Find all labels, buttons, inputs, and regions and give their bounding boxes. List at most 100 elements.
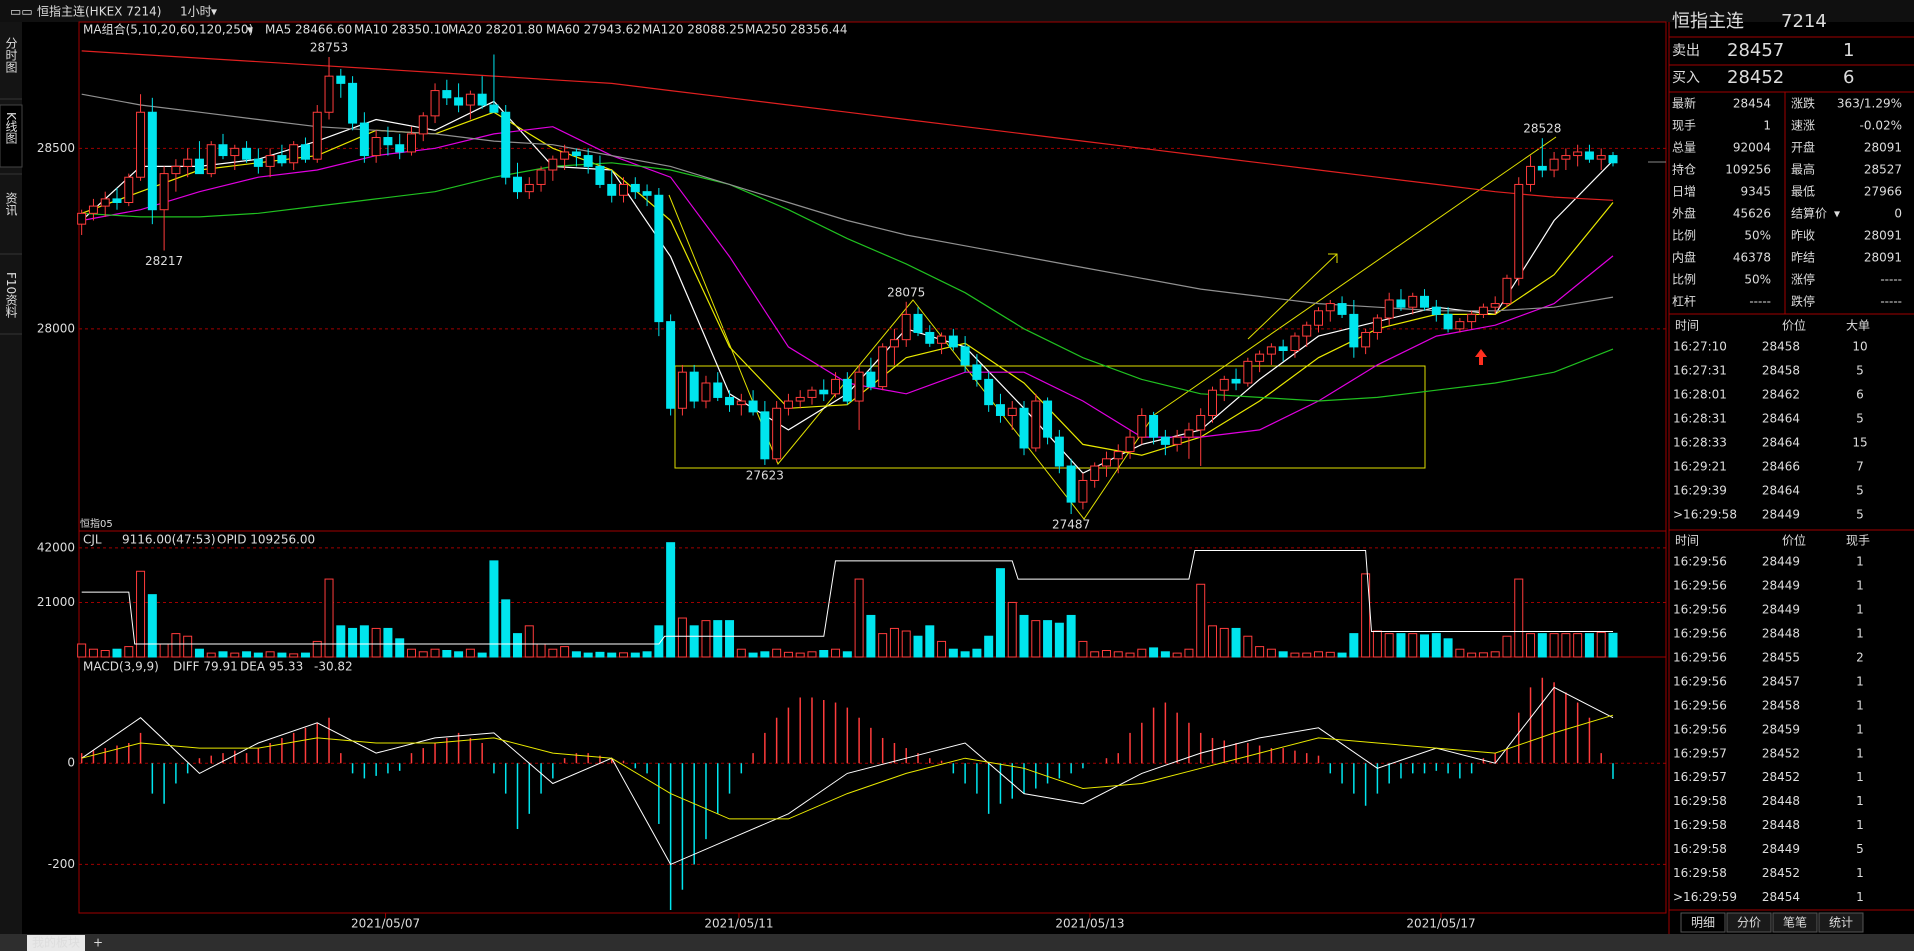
quote-value: 28091 (1864, 141, 1902, 155)
tab[interactable]: 统计 (1829, 916, 1853, 930)
volume-bar (430, 648, 440, 658)
trade-qty: 1 (1856, 578, 1864, 592)
tab[interactable]: 分价 (1737, 916, 1761, 930)
volume-bar (1537, 633, 1547, 658)
candle-body (324, 75, 334, 113)
candle-body (218, 144, 228, 157)
tab-bg[interactable] (1772, 912, 1818, 933)
candle-body (77, 212, 87, 225)
oi-legend: OPID 109256.00 (217, 533, 315, 547)
candle-body (112, 198, 122, 203)
candle-body (831, 378, 841, 395)
trade-qty: 1 (1856, 794, 1864, 808)
trade-price: 28448 (1762, 626, 1800, 640)
volume-bar (1302, 652, 1312, 658)
candle-body (230, 147, 240, 157)
legend-entry: MA10 28350.10 (354, 23, 449, 37)
candle-body (960, 346, 970, 366)
period-selector[interactable]: 1小时 (180, 5, 212, 19)
volume-bar (1125, 652, 1135, 658)
quote-value: 109256 (1725, 163, 1771, 177)
quote-label: 总量 (1672, 141, 1696, 155)
candle-body (253, 158, 263, 167)
candle-body (1172, 436, 1182, 445)
quote-label: 比例 (1672, 273, 1696, 287)
menu-icon[interactable]: ▭▭ (10, 5, 33, 19)
volume-bar (1137, 648, 1147, 658)
volume-bar (560, 646, 570, 658)
sidebar-tab[interactable]: F10资料 (4, 272, 18, 318)
volume-bar (1443, 638, 1453, 658)
trade-qty: 5 (1856, 508, 1864, 522)
extreme-label: 27487 (1052, 518, 1090, 532)
trade-price: 28449 (1762, 508, 1800, 522)
trade-qty: 1 (1856, 818, 1864, 832)
candle-body (194, 158, 204, 175)
tab-bg[interactable] (1680, 912, 1726, 933)
trade-time: 16:29:56 (1673, 602, 1727, 616)
volume-bar (418, 651, 428, 658)
sidebar-tab[interactable]: 分时图 (4, 37, 18, 73)
sidebar-tab[interactable]: 资讯 (4, 192, 18, 217)
add-tab-button[interactable]: + (93, 936, 103, 950)
candle-body (1372, 317, 1382, 333)
volume-bar (1584, 633, 1594, 658)
quote-value: ----- (1880, 295, 1902, 309)
candle-body (948, 335, 958, 348)
quote-value: 50% (1744, 229, 1771, 243)
trade-qty: 1 (1856, 698, 1864, 712)
trade-time: >16:29:59 (1673, 890, 1737, 904)
volume-bar (230, 652, 240, 658)
diff-legend: DIFF 79.91 (173, 660, 238, 674)
dropdown-icon[interactable]: ▾ (211, 5, 217, 19)
candle-body (984, 378, 994, 406)
candle-body (913, 313, 923, 333)
volume-bar (842, 651, 852, 658)
ask-label: 卖出 (1672, 43, 1700, 59)
volume-bar (88, 648, 98, 658)
trade-time: 16:29:56 (1673, 650, 1727, 664)
trade-time: 16:29:58 (1673, 818, 1727, 832)
volume-bar (100, 650, 110, 658)
volume-bar (995, 568, 1005, 658)
trade-price: 28448 (1762, 818, 1800, 832)
quote-value: 363/1.29% (1837, 97, 1902, 111)
symbol-name[interactable]: 恒指主连(HKEX 7214) (37, 4, 161, 19)
candle-body (1278, 346, 1288, 352)
candle-body (477, 93, 487, 106)
trade-qty: 1 (1856, 555, 1864, 569)
tab-bg[interactable] (1818, 912, 1864, 933)
candle-body (418, 115, 428, 135)
sidebar-tab[interactable]: K线图 (4, 112, 18, 144)
volume-bar (1101, 650, 1111, 658)
volume-bar (1160, 651, 1170, 658)
legend-title[interactable]: MA组合(5,10,20,60,120,250) (83, 22, 253, 37)
candle-body (312, 111, 322, 160)
list-header: 价位 (1782, 533, 1806, 548)
tab-bg[interactable] (1726, 912, 1772, 933)
volume-bar (548, 648, 558, 658)
trade-time: 16:29:57 (1673, 746, 1727, 760)
dropdown-icon[interactable]: ▾ (247, 23, 253, 37)
volume-bar (1207, 625, 1217, 658)
quote-title: 恒指主连 (1672, 11, 1744, 32)
volume-bar (136, 570, 146, 658)
candle-body (206, 144, 216, 175)
workspace-tab[interactable]: 我的板块 (32, 935, 80, 950)
candle-body (406, 133, 416, 153)
candle-body (383, 137, 393, 146)
trade-qty: 10 (1852, 340, 1867, 354)
legend-entry: MA5 28466.60 (265, 23, 352, 37)
volume-bar (524, 625, 534, 658)
volume-bar (277, 652, 287, 658)
workspace-tab-bg[interactable] (27, 935, 85, 951)
tab[interactable]: 明细 (1691, 916, 1715, 930)
candle-body (889, 339, 899, 348)
dropdown-icon[interactable]: ▾ (1834, 207, 1840, 221)
volume-bar (1172, 652, 1182, 658)
candle-body (1184, 429, 1194, 438)
trade-time: 16:29:58 (1673, 794, 1727, 808)
contract-tag: 恒指05 (80, 517, 113, 530)
tab[interactable]: 笔笔 (1783, 915, 1807, 930)
candle-body (265, 155, 275, 167)
